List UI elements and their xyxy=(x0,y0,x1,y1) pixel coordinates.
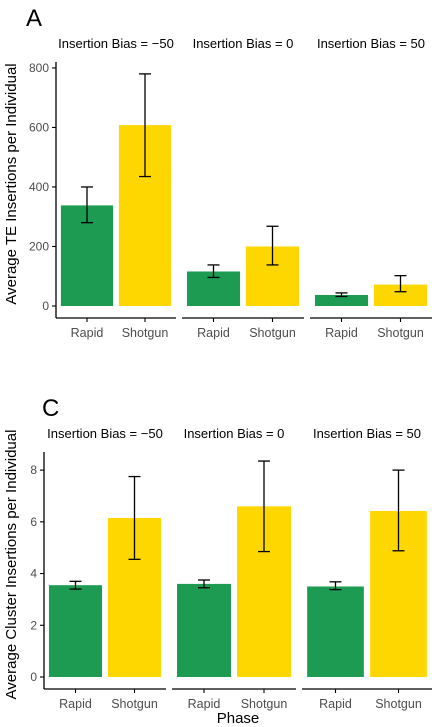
panel-a-facet-title: Insertion Bias = 50 xyxy=(317,36,425,51)
panel-c-facet-title: Insertion Bias = −50 xyxy=(47,426,163,441)
panel-a-y-tick-label: 800 xyxy=(29,61,49,75)
panel-a-x-tick-label: Rapid xyxy=(325,326,358,340)
panel-c-bar-rapid xyxy=(48,585,103,677)
panel-c-y-tick-label: 6 xyxy=(30,515,37,529)
panel-a-label: A xyxy=(26,5,42,32)
panel-a-y-tick-label: 0 xyxy=(42,299,49,313)
panel-c-y-tick-label: 8 xyxy=(30,463,37,477)
panel-a-x-tick-label: Shotgun xyxy=(249,326,296,340)
panel-a-bar-rapid xyxy=(314,294,369,306)
panel-c-x-tick-label: Rapid xyxy=(319,697,352,711)
panel-a-y-axis-title: Average TE Insertions per Individual xyxy=(3,63,20,304)
panel-a-x-tick-label: Rapid xyxy=(197,326,230,340)
panel-c-label: C xyxy=(42,395,59,422)
panel-c-x-tick-label: Shotgun xyxy=(111,697,158,711)
panel-c-y-axis-title: Average Cluster Insertions per Individua… xyxy=(3,430,20,700)
panel-a-x-tick-label: Shotgun xyxy=(122,326,169,340)
panel-a-y-tick-label: 200 xyxy=(29,239,49,253)
panel-c-x-tick-label: Rapid xyxy=(59,697,92,711)
panel-c-x-tick-label: Shotgun xyxy=(375,697,422,711)
panel-a-y-tick-label: 400 xyxy=(29,180,49,194)
panel-c-facet-title: Insertion Bias = 50 xyxy=(313,426,421,441)
panel-c-x-tick-label: Shotgun xyxy=(241,697,288,711)
panel-c-x-tick-label: Rapid xyxy=(188,697,221,711)
panel-a-y-tick-label: 600 xyxy=(29,120,49,134)
panel-a-x-tick-label: Shotgun xyxy=(377,326,424,340)
panel-c-facet-title: Insertion Bias = 0 xyxy=(184,426,285,441)
panel-c-x-axis-title: Phase xyxy=(217,710,260,727)
panel-c-bar-rapid xyxy=(177,583,231,677)
panel-a-x-tick-label: Rapid xyxy=(71,326,104,340)
panel-c-y-tick-label: 0 xyxy=(30,670,37,684)
panel-c-y-tick-label: 2 xyxy=(30,618,37,632)
panel-a-facet-title: Insertion Bias = 0 xyxy=(193,36,294,51)
panel-a-facet-title: Insertion Bias = −50 xyxy=(58,36,174,51)
panel-a-bar-shotgun xyxy=(373,284,428,306)
panel-c-bar-rapid xyxy=(307,586,364,677)
panel-c-y-tick-label: 4 xyxy=(30,567,37,581)
